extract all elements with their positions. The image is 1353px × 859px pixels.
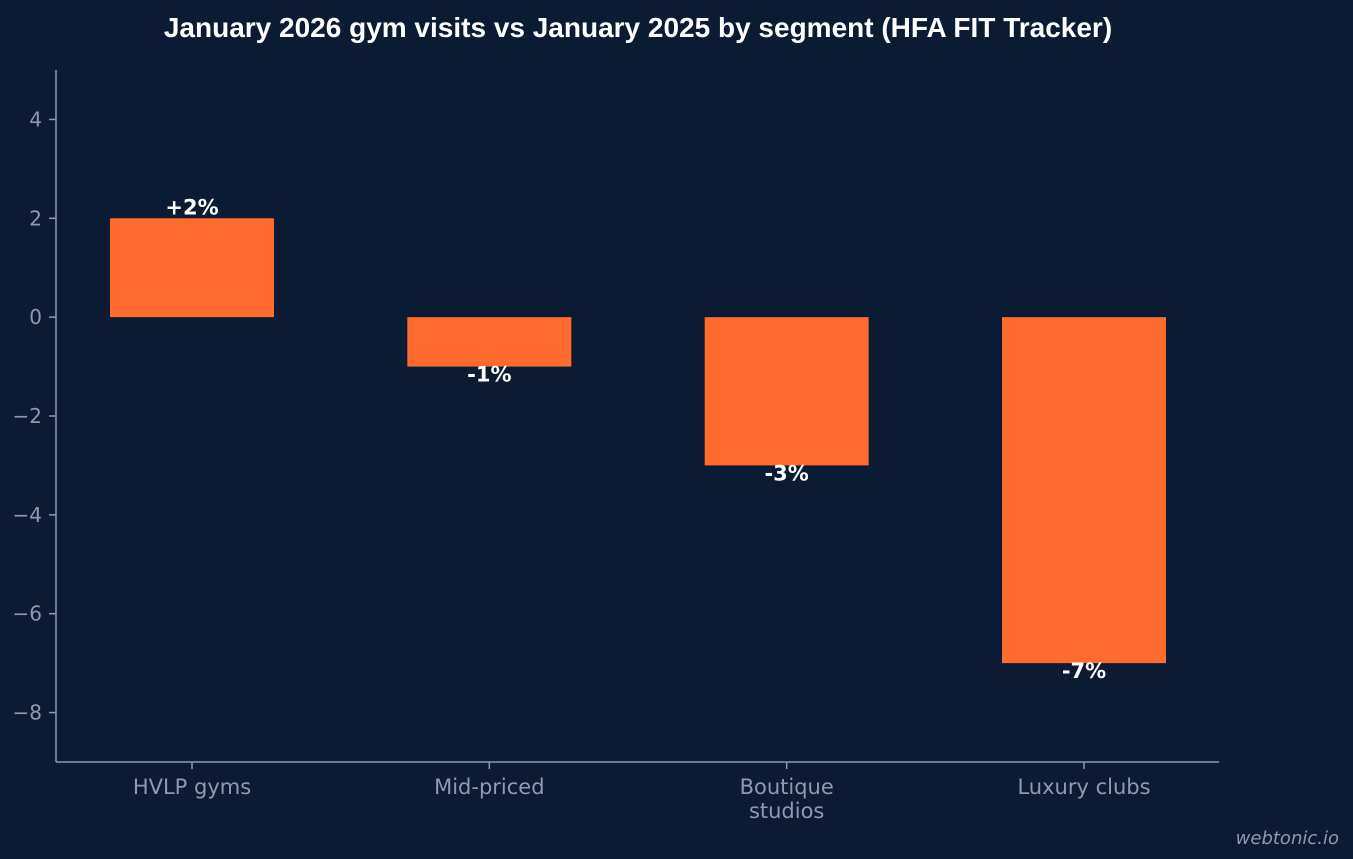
bar (407, 317, 572, 367)
data-label: -7% (1062, 659, 1106, 683)
y-tick-label: 0 (29, 305, 42, 329)
y-tick-label: 2 (29, 206, 42, 230)
bar (110, 218, 274, 318)
data-label: -1% (467, 363, 511, 387)
bars (110, 218, 1166, 664)
x-tick-label: Mid-priced (434, 775, 544, 799)
axes: 4 2 0 −2 −4 −6 −8 HVLP gyms Mid-priced Boutiquest… (13, 70, 1219, 823)
y-tick-label: −6 (13, 602, 42, 626)
data-labels: +2% -1% -3% -7% (165, 195, 1106, 683)
data-label: -3% (764, 461, 808, 485)
y-tick-label: −8 (13, 701, 42, 725)
x-tick-label: Boutique (740, 775, 834, 799)
watermark: webtonic.io (1235, 828, 1339, 849)
x-tick-label: HVLP gyms (133, 775, 251, 799)
y-tick-label: 4 (29, 107, 42, 131)
y-tick-label: −2 (13, 404, 42, 428)
chart-title: January 2026 gym visits vs January 2025 … (163, 12, 1113, 43)
x-tick-label: studios (749, 799, 824, 823)
x-tick-label: Luxury clubs (1017, 775, 1150, 799)
y-tick-label: −4 (13, 503, 42, 527)
data-label: +2% (165, 195, 218, 219)
bar (1002, 317, 1166, 664)
bar (704, 317, 869, 466)
